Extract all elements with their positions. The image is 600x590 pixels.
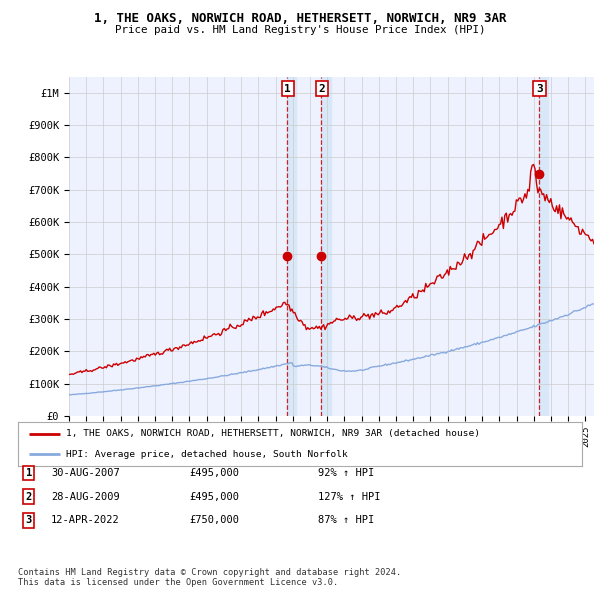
Bar	[287, 77, 296, 416]
Text: 3: 3	[26, 516, 32, 525]
Text: 30-AUG-2007: 30-AUG-2007	[51, 468, 120, 478]
Text: 1: 1	[26, 468, 32, 478]
Text: £495,000: £495,000	[189, 492, 239, 502]
Text: 2: 2	[319, 84, 326, 94]
Text: HPI: Average price, detached house, South Norfolk: HPI: Average price, detached house, Sout…	[66, 450, 347, 458]
Text: Price paid vs. HM Land Registry's House Price Index (HPI): Price paid vs. HM Land Registry's House …	[115, 25, 485, 35]
Text: 1: 1	[284, 84, 291, 94]
Text: 127% ↑ HPI: 127% ↑ HPI	[318, 492, 380, 502]
Text: £495,000: £495,000	[189, 468, 239, 478]
Bar	[539, 77, 548, 416]
Text: 12-APR-2022: 12-APR-2022	[51, 516, 120, 525]
Text: 92% ↑ HPI: 92% ↑ HPI	[318, 468, 374, 478]
Text: 87% ↑ HPI: 87% ↑ HPI	[318, 516, 374, 525]
Text: 3: 3	[536, 84, 543, 94]
Text: Contains HM Land Registry data © Crown copyright and database right 2024.
This d: Contains HM Land Registry data © Crown c…	[18, 568, 401, 587]
Text: 1, THE OAKS, NORWICH ROAD, HETHERSETT, NORWICH, NR9 3AR: 1, THE OAKS, NORWICH ROAD, HETHERSETT, N…	[94, 12, 506, 25]
Text: 28-AUG-2009: 28-AUG-2009	[51, 492, 120, 502]
Bar	[322, 77, 331, 416]
Text: £750,000: £750,000	[189, 516, 239, 525]
Text: 1, THE OAKS, NORWICH ROAD, HETHERSETT, NORWICH, NR9 3AR (detached house): 1, THE OAKS, NORWICH ROAD, HETHERSETT, N…	[66, 430, 480, 438]
Text: 2: 2	[26, 492, 32, 502]
